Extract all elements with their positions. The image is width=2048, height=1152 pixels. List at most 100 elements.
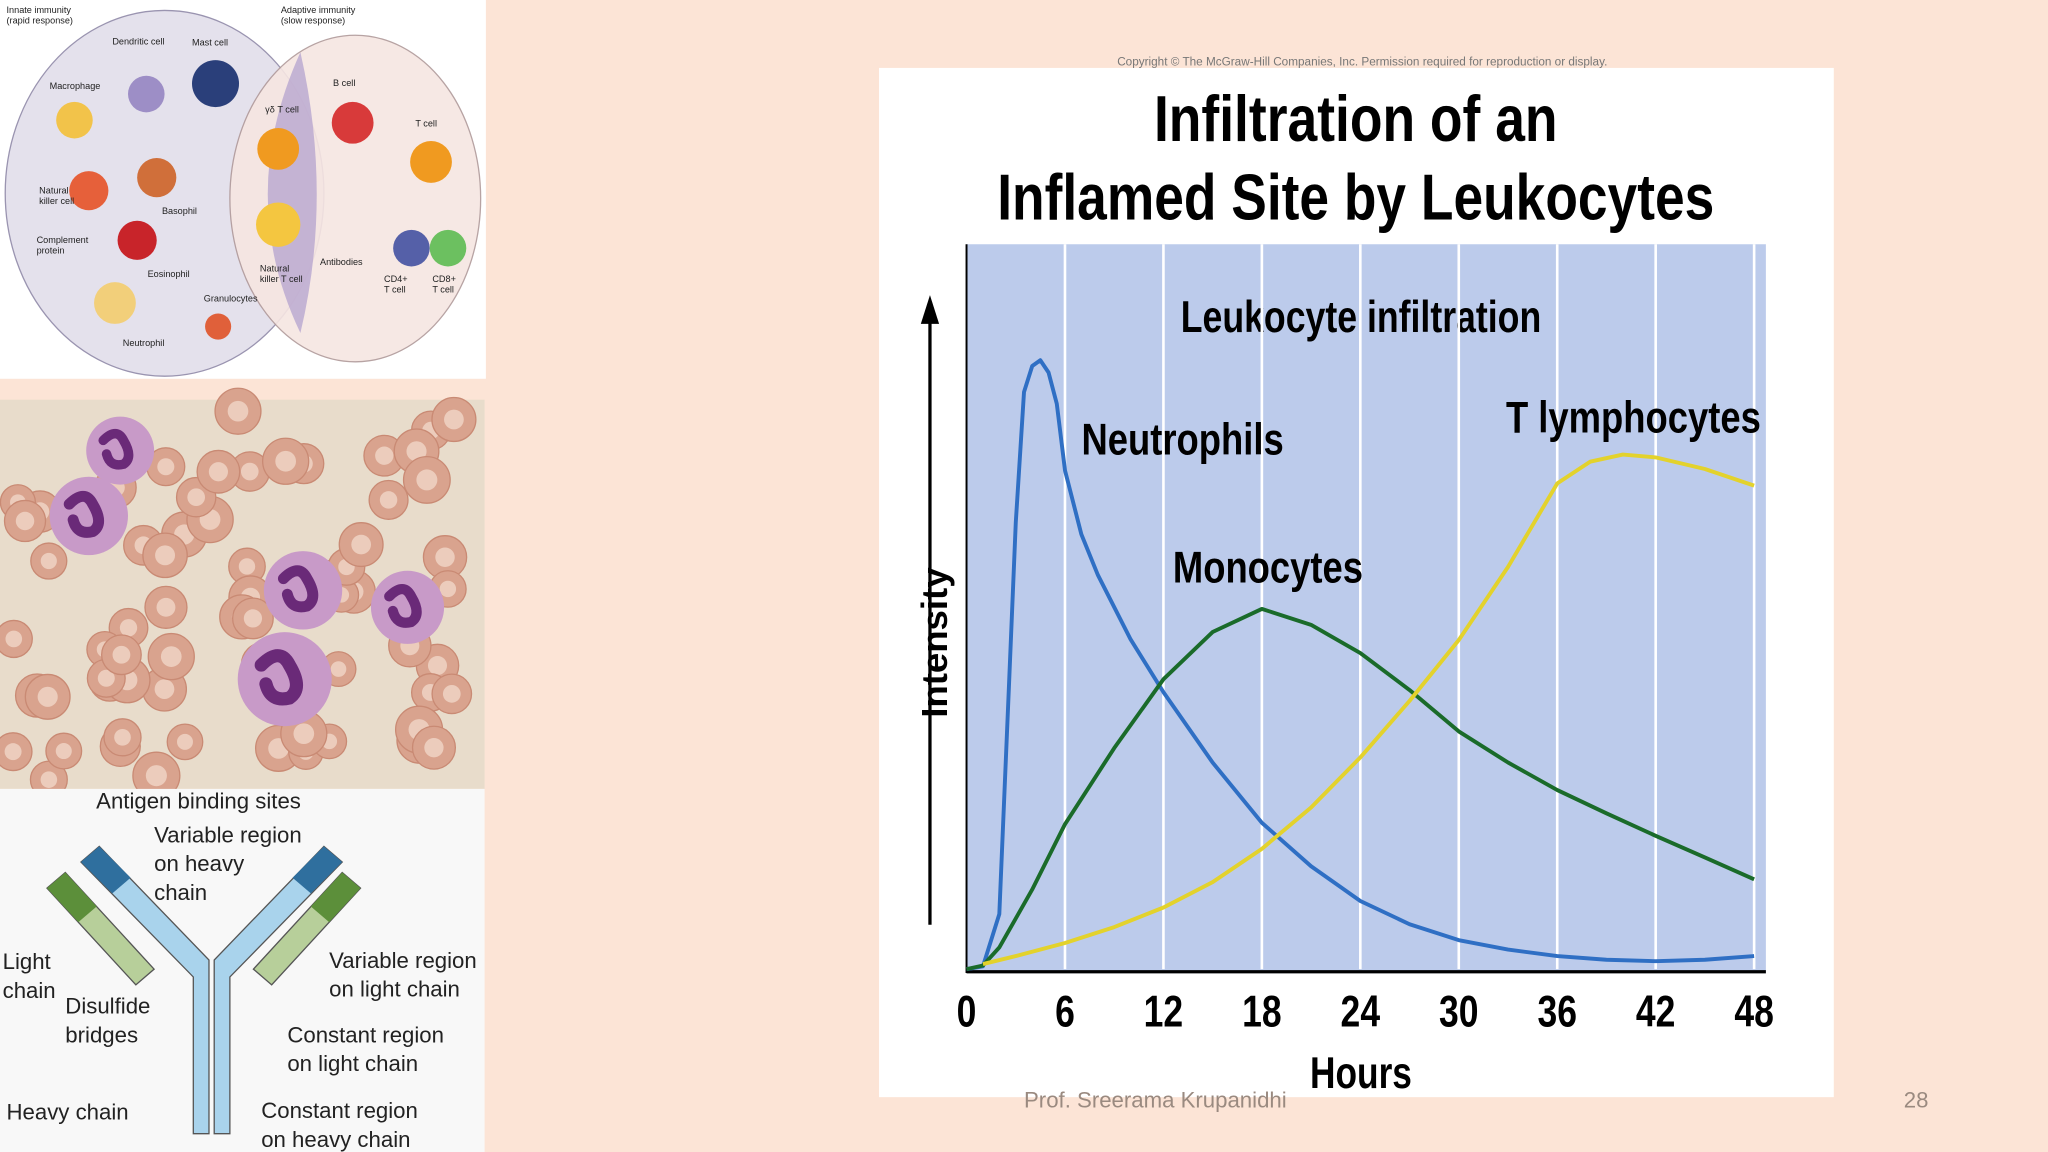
figure-label: bridges bbox=[65, 1022, 138, 1047]
figure-label: γδ T cell bbox=[265, 104, 299, 114]
x-tick-label: 42 bbox=[1636, 987, 1676, 1037]
neutrophil-nucleus bbox=[277, 565, 319, 613]
red-cell-center bbox=[435, 547, 455, 568]
figure-label: Disulfide bbox=[65, 994, 150, 1019]
figure-label: Light bbox=[3, 949, 51, 974]
figure-label: on heavy chain bbox=[261, 1127, 410, 1152]
red-cell-center bbox=[55, 743, 72, 760]
figure-label: Antibodies bbox=[320, 257, 363, 267]
cell bbox=[69, 171, 109, 211]
cell bbox=[205, 313, 232, 340]
x-tick-label: 12 bbox=[1144, 987, 1184, 1037]
red-cell-center bbox=[275, 450, 297, 472]
red-cell-center bbox=[40, 552, 57, 570]
figure-label: on light chain bbox=[329, 977, 460, 1002]
red-cell-center bbox=[97, 669, 115, 687]
x-tick-label: 6 bbox=[1055, 987, 1075, 1037]
cell bbox=[128, 75, 165, 113]
chart-title: Infiltration of an bbox=[1154, 82, 1558, 155]
figure-label: Complement bbox=[37, 235, 89, 245]
figure-label: Dendritic cell bbox=[112, 36, 164, 46]
neutrophil-nucleus bbox=[98, 428, 134, 470]
figure-label: protein bbox=[37, 245, 65, 255]
red-cell-center bbox=[416, 469, 438, 491]
antibody-figure: Antigen binding sites Variable region on h… bbox=[0, 788, 485, 1152]
figure-label: Natural bbox=[39, 185, 68, 195]
cell bbox=[137, 158, 177, 198]
figure-label: (slow response) bbox=[281, 16, 345, 26]
red-cell-center bbox=[240, 462, 259, 481]
red-cell-center bbox=[155, 545, 176, 566]
plot-area bbox=[966, 244, 1766, 974]
neutrophil-nucleus bbox=[384, 584, 422, 628]
figure-label: (rapid response) bbox=[7, 16, 73, 26]
figure-label: T cell bbox=[415, 119, 437, 129]
cell bbox=[256, 202, 301, 247]
figure-label: chain bbox=[154, 880, 207, 905]
red-cell-center bbox=[444, 409, 464, 430]
red-cell-center bbox=[160, 646, 182, 667]
figure-label: Variable region bbox=[154, 822, 302, 847]
figure-label: B cell bbox=[333, 78, 355, 88]
series-label: Neutrophils bbox=[1081, 414, 1283, 464]
x-tick-label: 30 bbox=[1439, 987, 1479, 1037]
cell bbox=[331, 101, 374, 144]
series-line bbox=[966, 358, 1755, 972]
figure-label: Eosinophil bbox=[148, 269, 190, 279]
red-cell-center bbox=[442, 684, 461, 703]
figure-label: Mast cell bbox=[192, 38, 228, 48]
cell bbox=[257, 128, 300, 170]
series-label: Monocytes bbox=[1173, 542, 1363, 592]
red-cell-center bbox=[379, 491, 398, 509]
red-cell-center bbox=[293, 723, 315, 744]
x-tick-label: 24 bbox=[1341, 987, 1381, 1037]
y-arrow-head bbox=[920, 295, 940, 324]
immune-cells-figure: Innate immunity(rapid response) Adaptive … bbox=[0, 0, 486, 379]
figure-label: Heavy chain bbox=[7, 1099, 129, 1124]
red-cell-center bbox=[4, 743, 22, 761]
neutrophil-nucleus bbox=[254, 649, 304, 706]
red-cell-center bbox=[424, 738, 444, 758]
red-cell-center bbox=[238, 558, 256, 575]
red-cell-center bbox=[114, 728, 131, 746]
figure-bg bbox=[0, 788, 485, 1152]
series-line bbox=[966, 606, 1755, 972]
variable-light bbox=[47, 872, 97, 923]
figure-label: Adaptive immunity bbox=[281, 5, 356, 15]
x-tick-label: 18 bbox=[1242, 987, 1282, 1037]
chart-title: Inflamed Site by Leukocytes bbox=[997, 160, 1714, 233]
red-cell-center bbox=[5, 630, 23, 648]
figure-label: Macrophage bbox=[50, 81, 101, 91]
variable-light bbox=[310, 872, 361, 923]
figure-label: Antigen binding sites bbox=[96, 788, 301, 813]
red-cell-center bbox=[208, 462, 229, 482]
red-cell-center bbox=[187, 488, 206, 507]
red-cell-center bbox=[427, 655, 448, 676]
figure-label: T cell bbox=[384, 285, 406, 295]
cell bbox=[94, 282, 136, 324]
red-cell-center bbox=[406, 441, 427, 462]
cell bbox=[393, 229, 430, 267]
figure-label: chain bbox=[3, 978, 56, 1003]
red-cell-center bbox=[227, 400, 249, 422]
red-cell-center bbox=[156, 597, 176, 617]
figure-label: T cell bbox=[432, 285, 454, 295]
red-cell-center bbox=[375, 446, 394, 465]
red-cell-center bbox=[154, 679, 175, 699]
neutrophil bbox=[370, 570, 445, 644]
figure-label: killer T cell bbox=[260, 274, 303, 284]
x-tick-label: 48 bbox=[1734, 987, 1774, 1037]
figure-label: Granulocytes bbox=[204, 294, 258, 304]
x-tick-label: 0 bbox=[957, 987, 977, 1037]
red-cell-center bbox=[243, 609, 263, 628]
red-cell-center bbox=[176, 733, 193, 750]
series-label: T lymphocytes bbox=[1506, 392, 1761, 442]
figure-label: Natural bbox=[260, 264, 289, 274]
red-cell-center bbox=[112, 645, 131, 664]
red-cell-center bbox=[15, 511, 35, 531]
red-cell-center bbox=[145, 765, 167, 787]
page-number: 28 bbox=[1904, 1088, 1929, 1113]
figure-label: CD4+ bbox=[384, 274, 408, 284]
red-cell-center bbox=[157, 458, 175, 476]
